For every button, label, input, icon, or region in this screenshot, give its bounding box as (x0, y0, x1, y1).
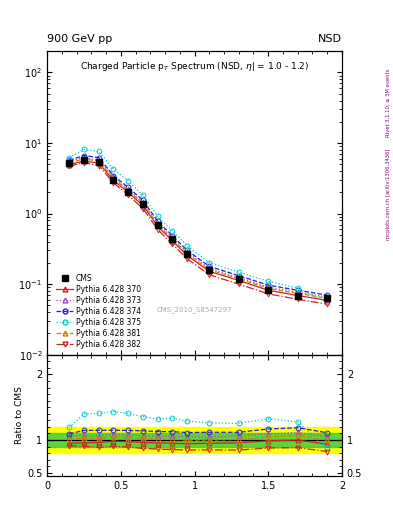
Text: CMS_2010_S8547297: CMS_2010_S8547297 (157, 306, 232, 313)
Text: mcplots.cern.ch [arXiv:1306.3436]: mcplots.cern.ch [arXiv:1306.3436] (386, 149, 391, 240)
Bar (47, 427, 342, 453)
Text: 900 GeV pp: 900 GeV pp (47, 33, 112, 44)
Text: Charged Particle p$_T$ Spectrum (NSD, $\eta$| = 1.0 - 1.2): Charged Particle p$_T$ Spectrum (NSD, $\… (80, 60, 309, 73)
Text: NSD: NSD (318, 33, 342, 44)
Legend: CMS, Pythia 6.428 370, Pythia 6.428 373, Pythia 6.428 374, Pythia 6.428 375, Pyt: CMS, Pythia 6.428 370, Pythia 6.428 373,… (54, 272, 143, 351)
Bar (47, 434, 342, 446)
Y-axis label: Ratio to CMS: Ratio to CMS (15, 387, 24, 444)
Text: Rivet 3.1.10, ≥ 3M events: Rivet 3.1.10, ≥ 3M events (386, 68, 391, 137)
